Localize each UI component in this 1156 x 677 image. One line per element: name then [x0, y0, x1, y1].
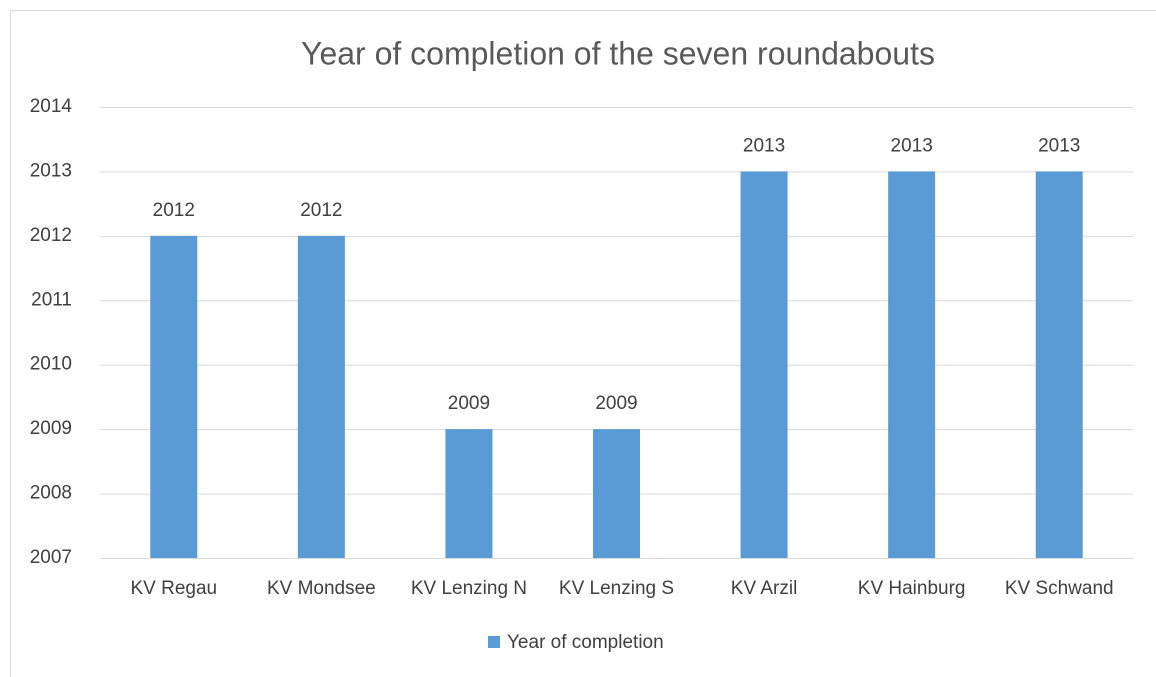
x-tick-label: KV Regau	[130, 578, 217, 599]
y-tick-label: 2010	[30, 354, 72, 375]
data-label: 2013	[1038, 135, 1080, 156]
x-tick-label: KV Lenzing N	[411, 578, 527, 599]
data-label: 2013	[891, 135, 933, 156]
x-tick-label: KV Arzil	[731, 578, 798, 599]
x-tick-label: KV Hainburg	[858, 578, 966, 599]
x-tick-label: KV Schwand	[1005, 578, 1114, 599]
y-tick-label: 2014	[30, 96, 73, 117]
data-label: 2009	[448, 393, 490, 414]
y-tick-label: 2007	[30, 547, 72, 568]
x-tick-label: KV Mondsee	[267, 578, 376, 599]
chart-title: Year of completion of the seven roundabo…	[301, 35, 935, 71]
y-tick-label: 2013	[30, 160, 72, 181]
x-tick-label: KV Lenzing S	[559, 578, 674, 599]
y-tick-label: 2012	[30, 225, 72, 246]
bar	[150, 235, 198, 558]
bar	[1035, 171, 1083, 558]
bar	[888, 171, 936, 558]
data-label: 2009	[595, 393, 637, 414]
data-label: 2012	[300, 200, 342, 221]
y-tick-label: 2011	[31, 289, 72, 310]
y-tick-label: 2009	[30, 418, 72, 439]
data-label: 2012	[153, 200, 195, 221]
legend-swatch	[488, 636, 500, 648]
bar	[593, 429, 640, 558]
y-tick-label: 2008	[30, 483, 72, 504]
legend-label: Year of completion	[507, 632, 664, 653]
bar	[740, 171, 788, 558]
data-label: 2013	[743, 135, 785, 156]
bar	[297, 235, 345, 558]
bar	[445, 429, 493, 558]
